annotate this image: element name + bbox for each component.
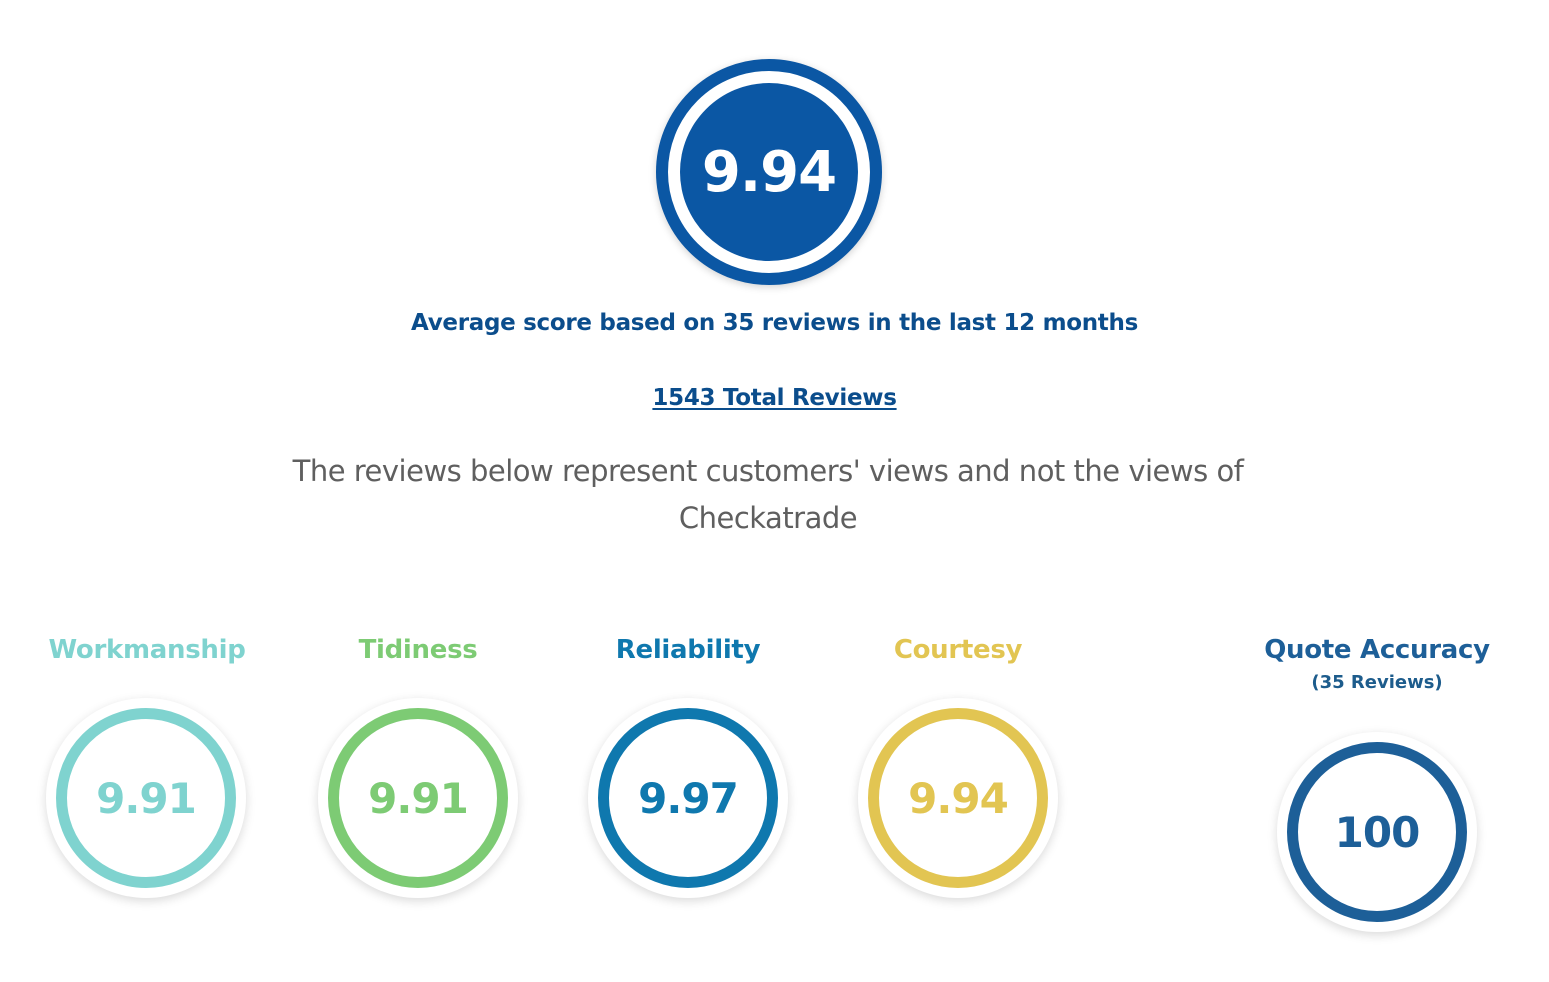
category-label: Reliability (615, 635, 761, 665)
score-ring: 9.91 (56, 708, 236, 888)
category-workmanship-score-badge: 9.91 (46, 698, 246, 898)
reviews-disclaimer: The reviews below represent customers' v… (292, 454, 1244, 535)
category-courtesy-score-badge: 9.94 (858, 698, 1058, 898)
total-reviews-container: 1543 Total Reviews (0, 385, 1549, 411)
main-score-value: 9.94 (701, 139, 837, 205)
category-courtesy: Courtesy (808, 632, 1108, 668)
score-ring: 9.94 (868, 708, 1048, 888)
category-label: Tidiness (358, 635, 478, 665)
average-score-description: Average score based on 35 reviews in the… (411, 310, 1138, 336)
category-tidiness: Tidiness (268, 632, 568, 668)
category-label: Workmanship (48, 635, 246, 665)
score-value: 100 (1334, 807, 1421, 857)
score-ring: 9.97 (598, 708, 778, 888)
category-label: Quote Accuracy (1264, 635, 1490, 665)
category-quote-accuracy: Quote Accuracy (35 Reviews) (1227, 632, 1527, 696)
total-reviews-link[interactable]: 1543 Total Reviews (652, 385, 897, 411)
category-label: Courtesy (893, 635, 1023, 665)
category-quote-accuracy-score-badge: 100 (1277, 732, 1477, 932)
category-reliability-score-badge: 9.97 (588, 698, 788, 898)
score-value: 9.94 (908, 773, 1009, 823)
score-ring: 100 (1287, 742, 1467, 922)
score-ring: 9.91 (328, 708, 508, 888)
score-value: 9.97 (638, 773, 739, 823)
category-sublabel: (35 Reviews) (1311, 672, 1443, 693)
category-reliability: Reliability (538, 632, 838, 668)
score-value: 9.91 (368, 773, 469, 823)
score-value: 9.91 (96, 773, 197, 823)
main-score-badge: 9.94 (656, 59, 882, 285)
category-tidiness-score-badge: 9.91 (318, 698, 518, 898)
main-score-inner: 9.94 (680, 83, 858, 261)
category-workmanship: Workmanship (0, 632, 297, 668)
